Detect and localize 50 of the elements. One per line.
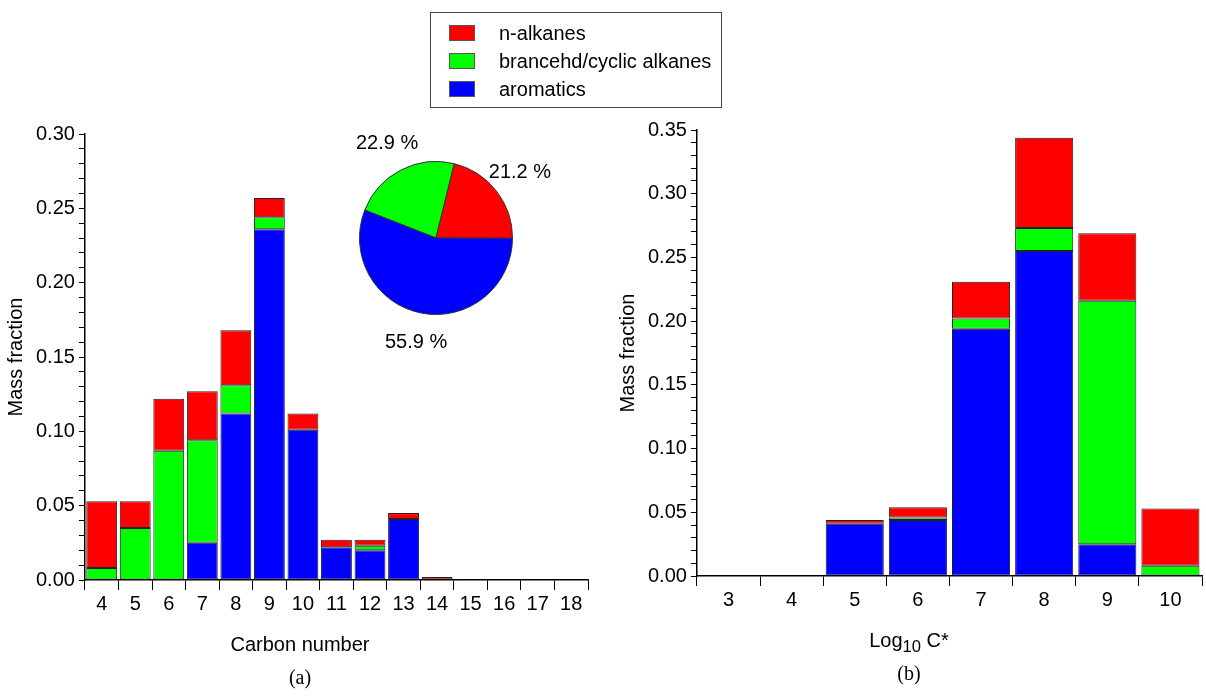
x-tick-label: 3 <box>722 587 735 610</box>
x-tick-label: 5 <box>129 591 141 614</box>
y-tick-label: 0.15 <box>647 372 687 395</box>
data-label: 22.9 % <box>355 130 419 153</box>
y-tick-label: 0.30 <box>647 181 687 204</box>
x-tick-label: 7 <box>196 591 208 614</box>
y-tick-label: 0.00 <box>35 567 75 590</box>
y-tick-label: 0.25 <box>647 244 687 267</box>
x-tick-label: 9 <box>1101 587 1113 610</box>
x-tick-label: 6 <box>912 587 924 610</box>
x-tick-label: 13 <box>392 591 415 614</box>
x-tick-label: 4 <box>786 587 798 610</box>
x-tick-label: 6 <box>163 591 175 614</box>
y-tick-label: 0.25 <box>35 195 75 218</box>
x-tick-label: 16 <box>493 591 516 614</box>
data-label: 55.9 % <box>384 330 448 353</box>
y-tick-label: 0.10 <box>647 436 687 459</box>
y-tick-label: 0.15 <box>35 344 75 367</box>
y-axis-title: Mass fraction <box>615 293 638 413</box>
x-axis-title: Carbon number <box>229 633 371 656</box>
y-tick-label: 0.30 <box>35 121 75 144</box>
y-tick-label: 0.05 <box>35 493 75 516</box>
x-tick-label: 11 <box>326 591 347 614</box>
y-tick-label: 0.10 <box>35 418 75 441</box>
y-tick-label: 0.20 <box>35 270 75 293</box>
x-tick-label: 10 <box>291 591 315 614</box>
x-tick-label: 4 <box>96 591 108 614</box>
data-label: 21.2 % <box>488 159 552 182</box>
x-tick-label: 9 <box>263 591 275 614</box>
x-tick-label: 8 <box>230 591 242 614</box>
legend-label: n-alkanes <box>499 21 586 45</box>
y-tick-label: 0.35 <box>647 117 687 140</box>
x-tick-label: 18 <box>560 591 583 614</box>
x-tick-label: 17 <box>526 591 549 614</box>
y-tick-label: 0.05 <box>647 499 687 522</box>
x-tick-label: 15 <box>459 591 482 614</box>
legend-label: brancehd/cyclic alkanes <box>499 49 712 73</box>
x-axis-title: Log$_{10}$ C* <box>868 629 950 657</box>
x-tick-label: 10 <box>1159 587 1182 610</box>
x-tick-label: 5 <box>849 587 861 610</box>
legend-label: aromatics <box>499 77 586 101</box>
y-axis-title: Mass fraction <box>3 297 26 417</box>
text: (a) <box>287 666 313 689</box>
y-tick-label: 0.20 <box>647 308 687 331</box>
y-tick-label: 0.00 <box>647 563 687 586</box>
text: (b) <box>896 662 922 685</box>
x-tick-label: 8 <box>1038 587 1050 610</box>
x-tick-label: 12 <box>358 591 382 614</box>
x-tick-label: 14 <box>425 591 449 614</box>
x-tick-label: 7 <box>975 587 987 610</box>
